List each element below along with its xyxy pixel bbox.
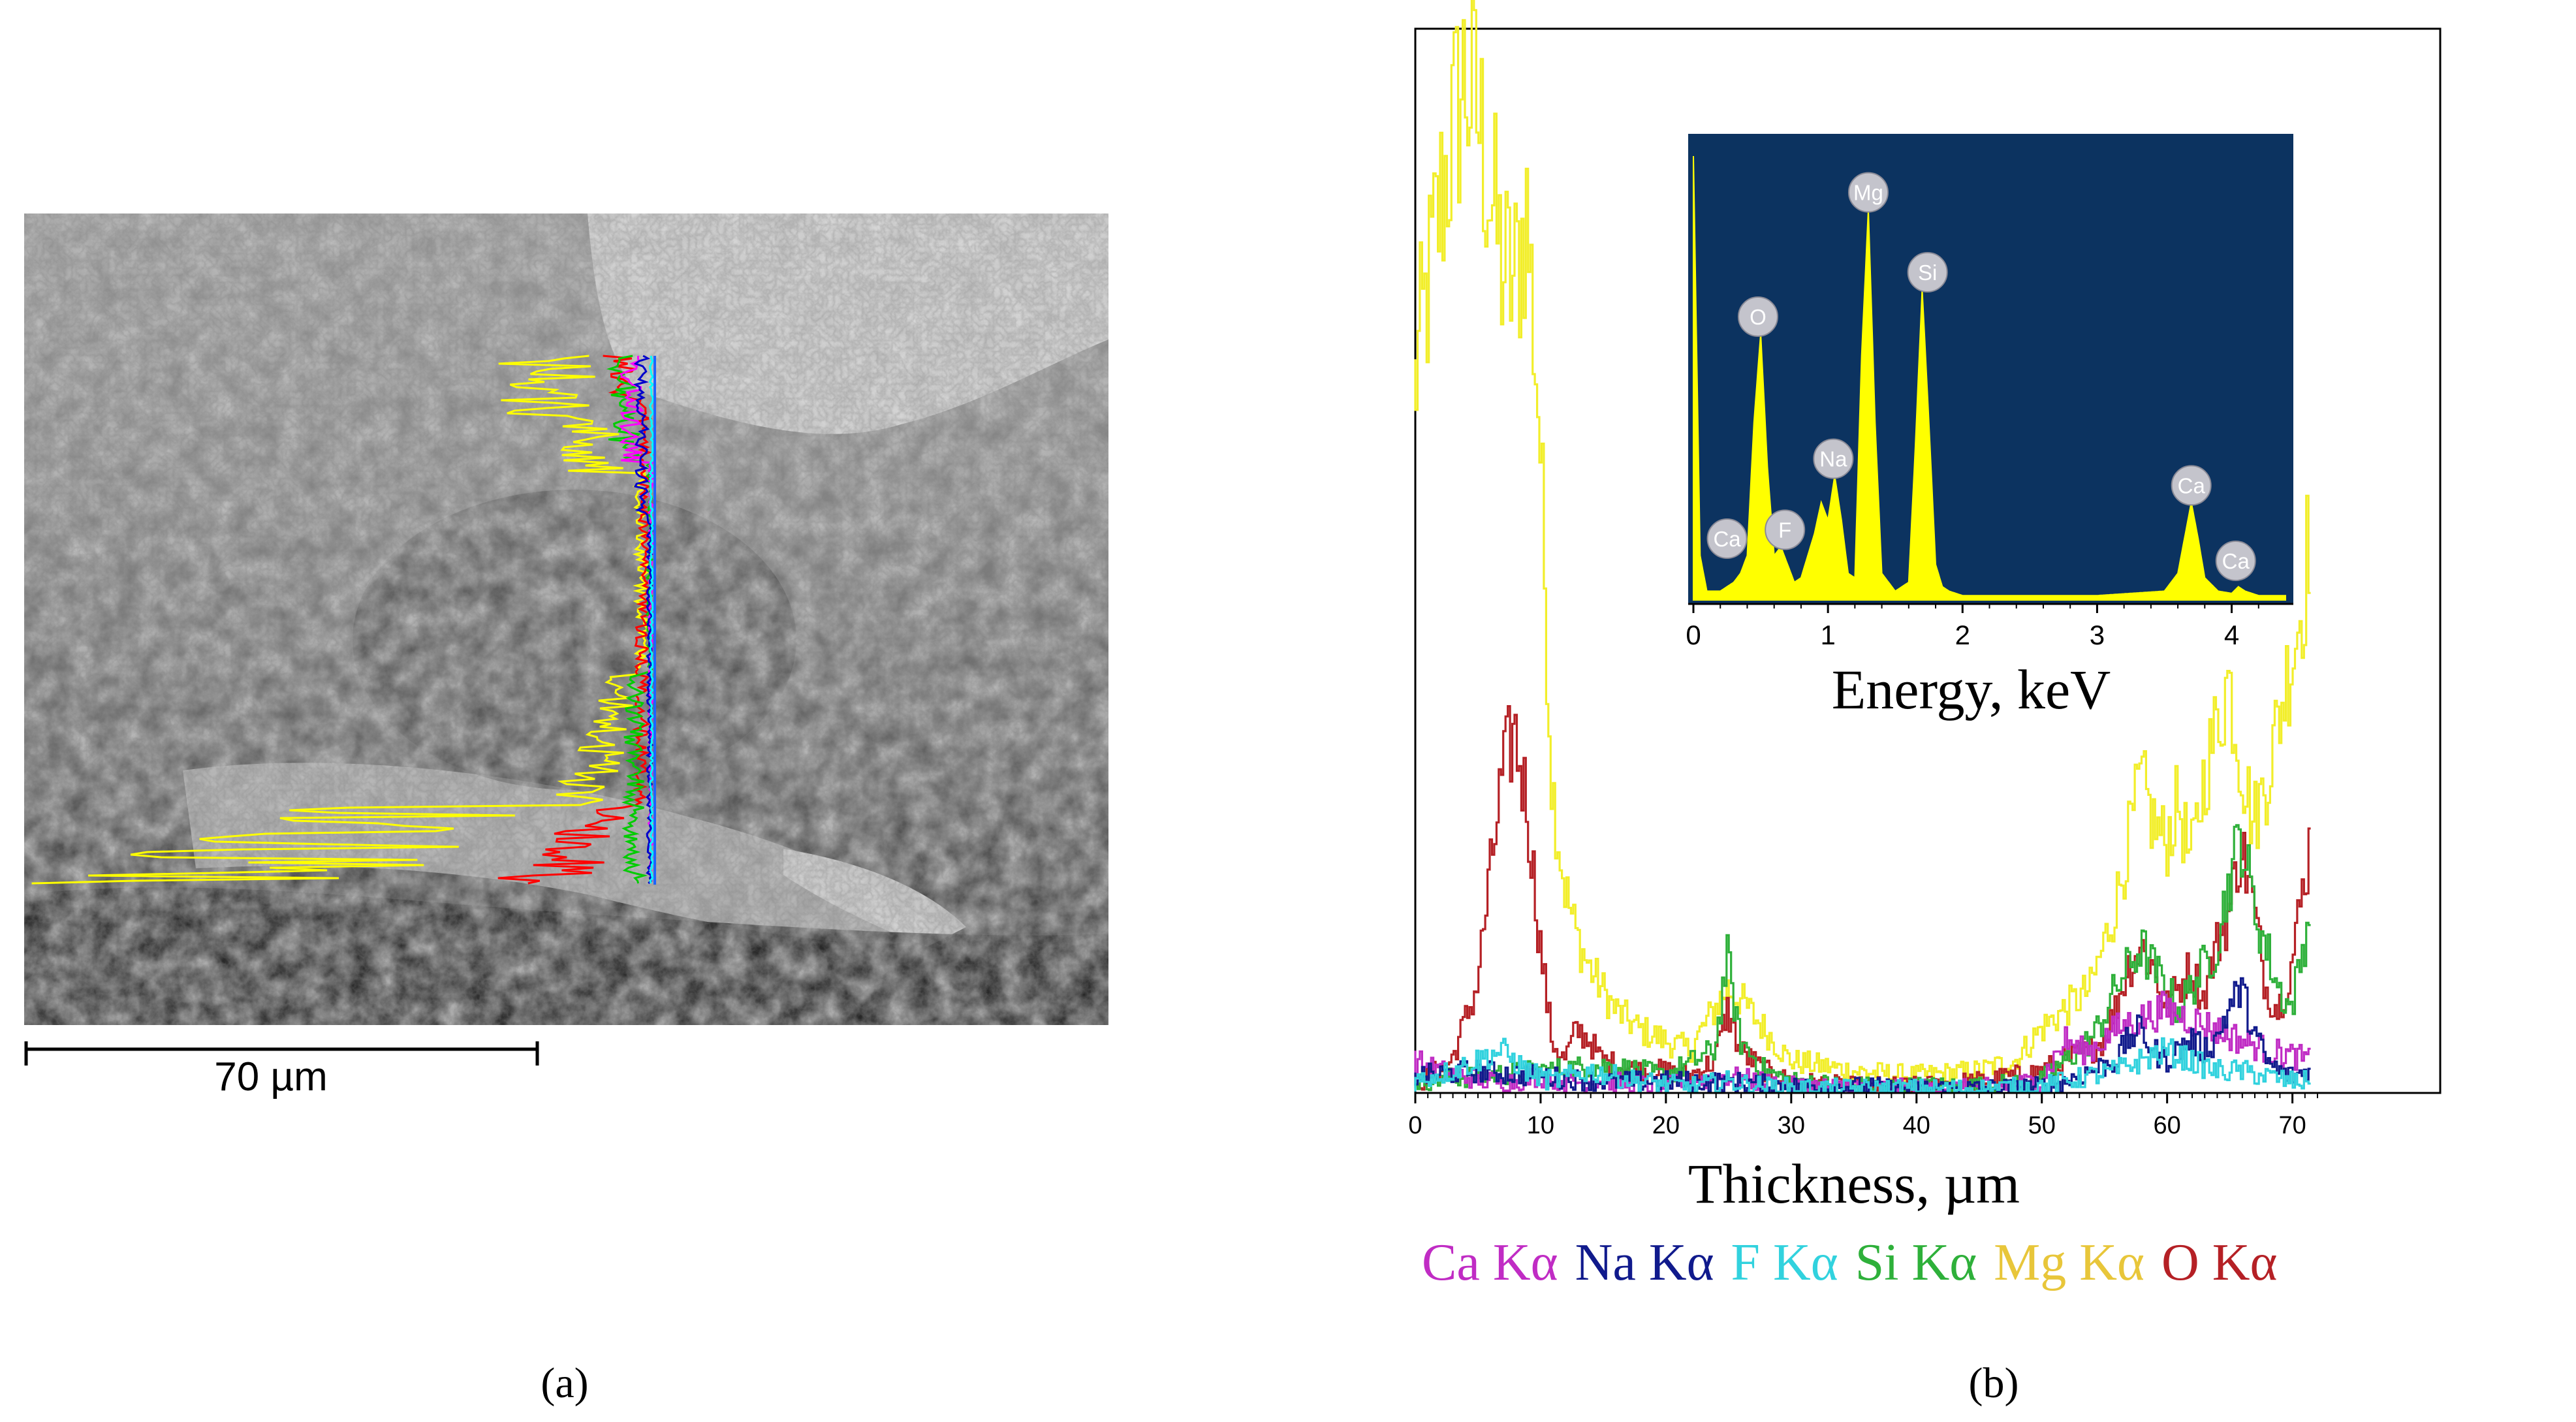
caption-a: (a) bbox=[541, 1359, 588, 1407]
x-axis-label: Thickness, µm bbox=[1688, 1152, 2020, 1215]
scan-profile bbox=[31, 355, 652, 885]
svg-text:Mg: Mg bbox=[1853, 181, 1883, 205]
svg-text:Ca: Ca bbox=[2178, 473, 2206, 498]
svg-text:Na: Na bbox=[1819, 447, 1847, 471]
inset-x-tick-label: 0 bbox=[1686, 620, 1701, 650]
peak-label: O bbox=[1737, 296, 1778, 337]
scan-profile bbox=[497, 355, 653, 885]
spectrum-area bbox=[1693, 155, 2286, 601]
profile-lines bbox=[1414, 0, 2311, 1093]
panel-b-chart: 0 10 20 30 40 50 60 70 Thickness, µm 0 1 2 3 4 Energ… bbox=[1408, 0, 2442, 1407]
inset-x-tick-label: 3 bbox=[2090, 620, 2105, 650]
legend-item: Mg Kα bbox=[1994, 1234, 2144, 1291]
legend-item: O Kα bbox=[2161, 1234, 2277, 1291]
x-tick-label: 50 bbox=[2028, 1112, 2056, 1139]
svg-text:Ca: Ca bbox=[1713, 527, 1741, 551]
panel-a: 70 µm (a) bbox=[24, 213, 1108, 1407]
peak-label: Ca bbox=[2171, 465, 2212, 506]
series-line-f bbox=[1414, 1037, 2311, 1093]
sem-micrograph bbox=[24, 213, 1108, 1025]
legend-item: Na Kα bbox=[1575, 1234, 1714, 1291]
legend-item: F Kα bbox=[1731, 1234, 1838, 1291]
scan-profile bbox=[648, 355, 655, 884]
x-tick-label: 0 bbox=[1408, 1112, 1422, 1139]
x-tick-label: 70 bbox=[2278, 1112, 2306, 1139]
peak-label: Mg bbox=[1847, 172, 1889, 213]
svg-text:Ca: Ca bbox=[2222, 549, 2250, 573]
svg-text:O: O bbox=[1750, 305, 1767, 329]
inset-x-tick-label: 4 bbox=[2224, 620, 2239, 650]
scale-bar: 70 µm bbox=[24, 1041, 539, 1099]
x-tick-label: 30 bbox=[1778, 1112, 1805, 1139]
legend: Ca Kα Na Kα F Kα Si Kα Mg Kα O Kα bbox=[1422, 1234, 2277, 1291]
inset-x-tick-label: 1 bbox=[1820, 620, 1835, 650]
scale-bar-label: 70 µm bbox=[214, 1054, 328, 1099]
inset-x-axis-label: Energy, keV bbox=[1832, 658, 2111, 721]
peak-label: Ca bbox=[2215, 541, 2256, 581]
x-tick-label: 40 bbox=[1903, 1112, 1930, 1139]
peak-label: Na bbox=[1813, 438, 1854, 479]
peak-label: F bbox=[1765, 509, 1806, 550]
caption-b: (b) bbox=[1969, 1359, 2019, 1407]
series-line-mg bbox=[1414, 0, 2311, 1087]
scan-profile bbox=[633, 355, 654, 885]
peak-label: Ca bbox=[1706, 518, 1748, 559]
x-tick-label: 10 bbox=[1527, 1112, 1554, 1139]
peak-label: Si bbox=[1907, 252, 1948, 292]
svg-text:F: F bbox=[1778, 518, 1791, 542]
x-tick-label: 20 bbox=[1652, 1112, 1680, 1139]
legend-item: Ca Kα bbox=[1422, 1234, 1558, 1291]
x-axis: 0 10 20 30 40 50 60 70 bbox=[1408, 1092, 2331, 1139]
svg-text:Si: Si bbox=[1918, 261, 1937, 285]
line-scan-overlay bbox=[31, 355, 656, 885]
inset-x-tick-label: 2 bbox=[1955, 620, 1970, 650]
eds-spectrum-inset: 0 1 2 3 4 Energy, keV O Mg Si Na F Ca Ca Ca bbox=[1686, 134, 2293, 721]
x-tick-label: 60 bbox=[2154, 1112, 2181, 1139]
legend-item: Si Kα bbox=[1855, 1234, 1977, 1291]
